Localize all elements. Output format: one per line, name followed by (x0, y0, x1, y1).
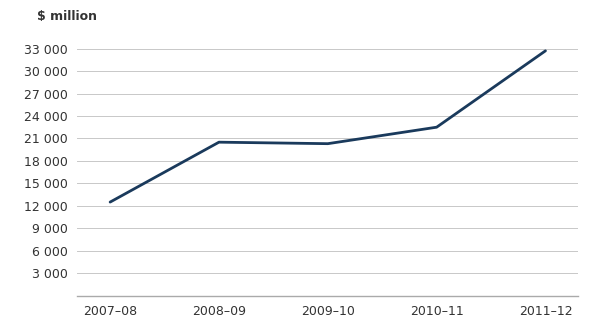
Text: $ million: $ million (38, 10, 97, 23)
